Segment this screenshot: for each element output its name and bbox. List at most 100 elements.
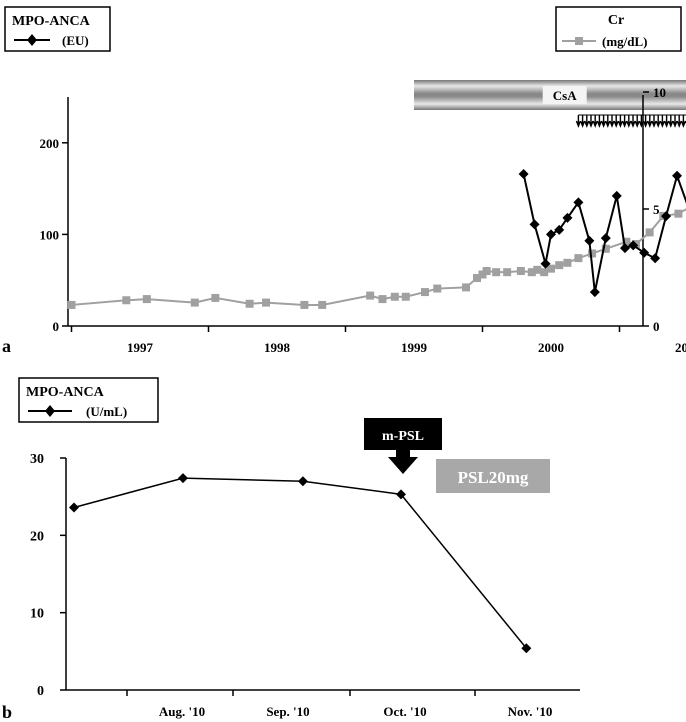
cr-point [533,265,542,274]
anca-point-a [600,233,611,244]
anca-point-b [396,489,406,500]
anca-point-b [521,643,532,654]
arrow-icon [647,115,653,128]
anca-point-b [178,473,188,484]
anca-point-a [661,211,672,222]
legend-anca-a-title: MPO-ANCA [12,14,91,29]
arrow-icon [617,115,624,128]
anca-point-b [297,476,308,487]
y-left-tick-label-a: 0 [53,319,60,334]
psl-annotation: PSL20mg [436,459,550,493]
arrow-icon [655,115,661,128]
x-tick-label-b: Aug. '10 [159,704,205,719]
legend-anca-b: MPO-ANCA (U/mL) [18,377,159,423]
cr-point [478,270,487,279]
cr-point [462,283,471,292]
legend-square-marker [575,37,583,45]
ticks-a: 0100200051019971998199920002001 [40,85,686,355]
arrow-icon [630,115,636,128]
cr-point [645,228,654,237]
panel-a-label: a [2,336,11,356]
cr-point [516,267,525,276]
arrow-icon [663,115,670,128]
anca-point-a [518,168,529,179]
x-tick-label-b: Sep. '10 [266,704,309,719]
y-left-tick-label-a: 100 [40,227,60,242]
arrow-icon [584,115,590,128]
cr-point [555,261,564,270]
cr-point [563,258,572,267]
anca-point-a [628,240,639,251]
anca-point-a [554,224,565,235]
cr-point [482,267,491,276]
legend-anca-a-unit: (EU) [62,33,89,48]
cr-point [300,300,309,309]
legend-diamond-marker [27,34,37,46]
arrow-icon [596,115,603,128]
panel-b: MPO-ANCA (U/mL) m-PSL PSL20mg 0 10 20 30 Aug… [2,377,580,722]
cr-point [211,293,220,302]
arrow-icon [651,115,657,128]
legend-cr-a: Cr (mg/dL) [555,6,682,52]
arrow-icon [634,115,640,128]
panel-b-label: b [2,702,12,722]
legend-anca-b-unit: (U/mL) [86,404,127,419]
arrow-icon [588,115,594,128]
x-tick-label-a: 1999 [401,340,428,355]
anca-point-a [619,243,630,254]
csa-bar: CsA [414,80,686,110]
cr-point [366,291,375,300]
arrow-icon [672,115,678,128]
arrow-icon [605,115,611,128]
cr-point [473,274,482,283]
legend-anca-a: MPO-ANCA (EU) [4,6,111,52]
arrow-icon [592,115,598,128]
psl-box [436,459,550,493]
arrow-icon [626,115,632,128]
anca-point-a [584,235,595,246]
psl-label: PSL20mg [458,468,529,487]
arrow-icon [575,115,582,128]
cr-point [674,209,683,218]
legend-cr-title: Cr [608,13,624,28]
legend-anca-b-title: MPO-ANCA [26,385,105,400]
x-tick-label-a: 1998 [264,340,291,355]
treatment-arrows [575,114,686,128]
mpsl-label: m-PSL [382,429,424,444]
y-right-tick-label-a: 0 [653,319,660,334]
arrow-icon [642,115,649,128]
cr-point [622,237,631,246]
arrow-icon [668,115,674,128]
ticks-b: 0 10 20 30 Aug. '10 Sep. '10 Oct. '10 Nov. '10 [30,452,552,719]
anca-point-a [650,253,661,264]
arrow-icon [579,115,586,128]
y-right-tick-label-a: 5 [653,202,660,217]
mpsl-box [364,418,442,450]
anca-point-a [562,212,573,223]
y-left-tick-label-a: 200 [40,136,60,151]
cr-point [588,249,597,258]
anca-point-a [639,247,650,258]
cr-point [67,300,76,309]
csa-label: CsA [553,88,577,103]
arrow-icon [676,115,682,128]
y-tick-label-b: 30 [30,452,44,467]
cr-point [601,244,610,253]
y-tick-label-b: 0 [37,684,44,699]
cr-point [122,296,131,305]
arrow-icon [659,115,666,128]
anca-point-a [540,258,551,269]
cr-point [574,254,583,263]
cr-point [540,268,549,277]
anca-point-a [672,170,683,181]
cr-point [142,295,151,304]
cr-point [378,295,387,304]
y-tick-label-b: 20 [30,529,44,544]
cr-point [262,298,271,307]
anca-line-b [73,477,527,649]
cr-point [401,292,410,301]
cr-point [527,268,536,277]
cr-point [245,299,254,308]
series-cr [67,208,686,309]
